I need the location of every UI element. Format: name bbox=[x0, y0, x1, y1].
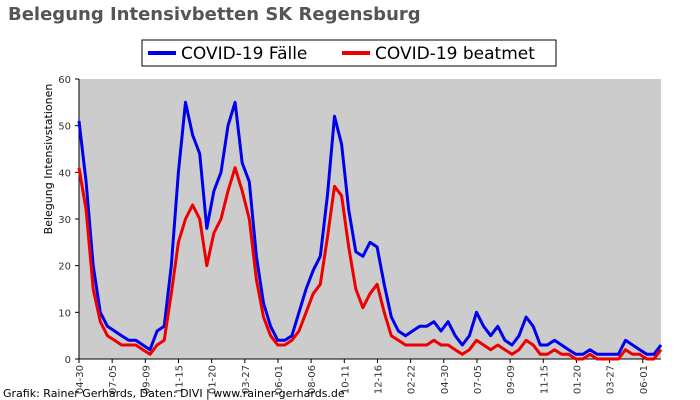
y-tick-label: 30 bbox=[58, 215, 71, 226]
x-tick-label: 04-30 bbox=[440, 365, 451, 394]
chart-title: Belegung Intensivbetten SK Regensburg bbox=[8, 4, 421, 25]
x-tick-label: 09-09 bbox=[141, 365, 152, 394]
y-tick-label: 0 bbox=[65, 355, 71, 366]
legend: COVID-19 Fälle COVID-19 beatmet bbox=[141, 39, 557, 67]
legend-label-ventilated: COVID-19 beatmet bbox=[375, 44, 535, 64]
y-axis: 0 10 20 30 40 50 60 bbox=[58, 75, 80, 366]
x-tick-label: 11-15 bbox=[174, 365, 185, 394]
x-axis: 04-30 07-05 09-09 11-15 01-20 03-27 06-01 08-06… bbox=[75, 358, 661, 394]
x-tick-label: 06-01 bbox=[274, 365, 285, 394]
y-tick-label: 10 bbox=[58, 308, 71, 319]
x-tick-label: 03-27 bbox=[606, 365, 617, 394]
x-tick-label: 07-05 bbox=[108, 365, 119, 394]
x-tick-label: 04-30 bbox=[75, 365, 86, 394]
x-tick-label: 08-06 bbox=[307, 365, 318, 394]
x-tick-label: 10-11 bbox=[340, 365, 351, 394]
x-tick-label: 09-09 bbox=[506, 365, 517, 394]
series-line-cases bbox=[77, 100, 663, 356]
x-tick-label: 07-05 bbox=[473, 365, 484, 394]
series-line-ventilated bbox=[77, 166, 663, 361]
x-tick-label: 02-22 bbox=[407, 365, 418, 394]
x-tick-label: 06-01 bbox=[639, 365, 650, 394]
x-tick-label: 01-20 bbox=[208, 365, 219, 394]
y-tick-label: 40 bbox=[58, 168, 71, 179]
x-tick-label: 12-16 bbox=[373, 365, 384, 394]
x-tick-label: 01-20 bbox=[572, 365, 583, 394]
x-tick-label: 03-27 bbox=[241, 365, 252, 394]
y-axis-label: Belegung Intensivstationen bbox=[42, 84, 55, 235]
y-tick-label: 50 bbox=[58, 122, 71, 133]
y-tick-label: 20 bbox=[58, 262, 71, 273]
series-layer bbox=[77, 100, 663, 361]
credit-line: Grafik: Rainer Gerhards, Daten: DIVI | w… bbox=[3, 387, 345, 400]
y-tick-label: 60 bbox=[58, 75, 71, 86]
x-tick-label: 11-15 bbox=[539, 365, 550, 394]
legend-label-cases: COVID-19 Fälle bbox=[181, 44, 307, 64]
